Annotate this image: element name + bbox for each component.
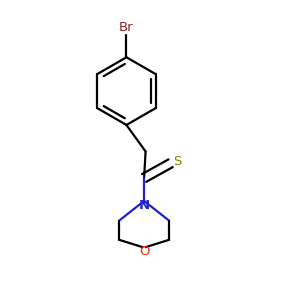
Text: Br: Br <box>119 21 134 34</box>
Text: S: S <box>174 155 182 168</box>
Text: O: O <box>139 245 149 258</box>
Text: N: N <box>139 199 150 212</box>
